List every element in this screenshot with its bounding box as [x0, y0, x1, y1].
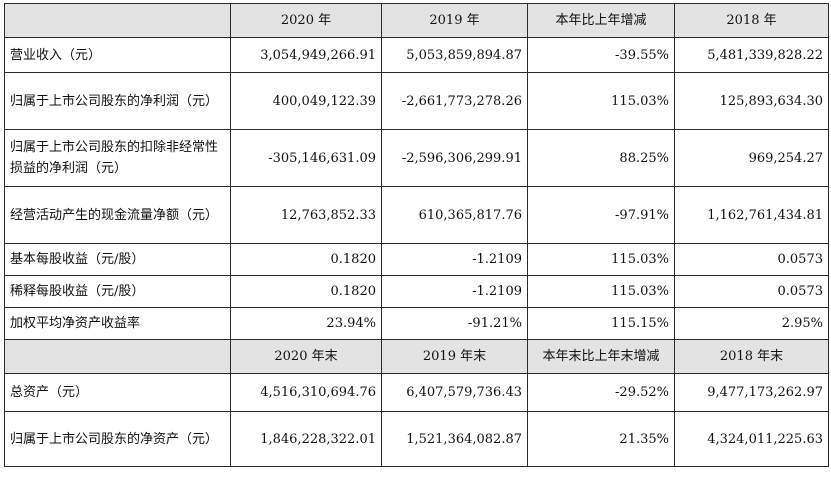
header-2019-end: 2019 年末 — [381, 339, 528, 374]
row-label: 总资产（元） — [4, 373, 231, 412]
row-label: 稀释每股收益（元/股） — [4, 275, 231, 308]
row-label: 归属于上市公司股东的扣除非经常性损益的净利润（元） — [4, 129, 231, 187]
value-2018: 9,477,173,262.97 — [674, 373, 829, 412]
value-2020: -305,146,631.09 — [230, 129, 382, 187]
value-change: 115.03% — [527, 72, 675, 130]
table-row: 加权平均净资产收益率 23.94% -91.21% 115.15% 2.95% — [4, 307, 829, 340]
row-label: 经营活动产生的现金流量净额（元） — [4, 186, 231, 244]
table-row: 稀释每股收益（元/股） 0.1820 -1.2109 115.03% 0.057… — [4, 275, 829, 308]
table-row: 归属于上市公司股东的净资产（元） 1,846,228,322.01 1,521,… — [4, 411, 829, 467]
table-row: 基本每股收益（元/股） 0.1820 -1.2109 115.03% 0.057… — [4, 243, 829, 276]
value-2018: 5,481,339,828.22 — [674, 37, 829, 73]
value-change: 88.25% — [527, 129, 675, 187]
row-label: 归属于上市公司股东的净资产（元） — [4, 411, 231, 467]
header-2018-end: 2018 年末 — [674, 339, 829, 374]
table-row: 归属于上市公司股东的扣除非经常性损益的净利润（元） -305,146,631.0… — [4, 129, 829, 187]
header-corner-cell — [4, 339, 231, 374]
value-change: 115.03% — [527, 243, 675, 276]
value-2020: 1,846,228,322.01 — [230, 411, 382, 467]
header-2019: 2019 年 — [381, 3, 528, 38]
value-2019: -1.2109 — [381, 243, 528, 276]
value-2020: 0.1820 — [230, 243, 382, 276]
value-2020: 12,763,852.33 — [230, 186, 382, 244]
table-row: 经营活动产生的现金流量净额（元） 12,763,852.33 610,365,8… — [4, 186, 829, 244]
value-change: 115.15% — [527, 307, 675, 340]
header-change-end: 本年末比上年末增减 — [527, 339, 675, 374]
value-2018: 4,324,011,225.63 — [674, 411, 829, 467]
value-2020: 0.1820 — [230, 275, 382, 308]
value-2020: 23.94% — [230, 307, 382, 340]
row-label: 基本每股收益（元/股） — [4, 243, 231, 276]
table-row: 营业收入（元） 3,054,949,266.91 5,053,859,894.8… — [4, 37, 829, 73]
header-corner-cell — [4, 3, 231, 38]
header-row-annual: 2020 年 2019 年 本年比上年增减 2018 年 — [4, 3, 829, 38]
value-2018: 0.0573 — [674, 243, 829, 276]
value-change: -97.91% — [527, 186, 675, 244]
table-row: 归属于上市公司股东的净利润（元） 400,049,122.39 -2,661,7… — [4, 72, 829, 130]
row-label: 加权平均净资产收益率 — [4, 307, 231, 340]
value-2019: -1.2109 — [381, 275, 528, 308]
value-2019: 6,407,579,736.43 — [381, 373, 528, 412]
row-label: 营业收入（元） — [4, 37, 231, 73]
value-2020: 400,049,122.39 — [230, 72, 382, 130]
value-2018: 1,162,761,434.81 — [674, 186, 829, 244]
value-change: 115.03% — [527, 275, 675, 308]
value-change: -29.52% — [527, 373, 675, 412]
value-2019: -2,661,773,278.26 — [381, 72, 528, 130]
value-2018: 125,893,634.30 — [674, 72, 829, 130]
value-2019: 1,521,364,082.87 — [381, 411, 528, 467]
value-2018: 0.0573 — [674, 275, 829, 308]
value-2019: 610,365,817.76 — [381, 186, 528, 244]
header-2020-end: 2020 年末 — [230, 339, 382, 374]
value-2020: 3,054,949,266.91 — [230, 37, 382, 73]
header-2018: 2018 年 — [674, 3, 829, 38]
table-row: 总资产（元） 4,516,310,694.76 6,407,579,736.43… — [4, 373, 829, 412]
financial-summary-table: 2020 年 2019 年 本年比上年增减 2018 年 营业收入（元） 3,0… — [4, 3, 829, 467]
value-2019: -2,596,306,299.91 — [381, 129, 528, 187]
value-change: 21.35% — [527, 411, 675, 467]
value-2018: 969,254.27 — [674, 129, 829, 187]
value-2019: -91.21% — [381, 307, 528, 340]
header-2020: 2020 年 — [230, 3, 382, 38]
value-2020: 4,516,310,694.76 — [230, 373, 382, 412]
header-change: 本年比上年增减 — [527, 3, 675, 38]
value-change: -39.55% — [527, 37, 675, 73]
row-label: 归属于上市公司股东的净利润（元） — [4, 72, 231, 130]
header-row-year-end: 2020 年末 2019 年末 本年末比上年末增减 2018 年末 — [4, 339, 829, 374]
value-2018: 2.95% — [674, 307, 829, 340]
value-2019: 5,053,859,894.87 — [381, 37, 528, 73]
